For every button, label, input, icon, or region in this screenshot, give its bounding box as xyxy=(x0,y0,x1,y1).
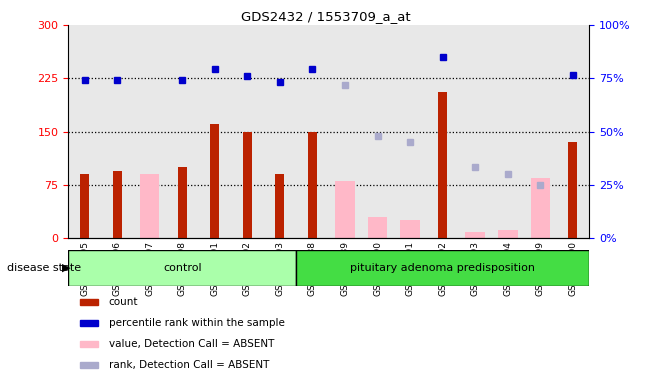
Bar xyxy=(308,131,317,238)
Bar xyxy=(400,220,420,238)
Text: value, Detection Call = ABSENT: value, Detection Call = ABSENT xyxy=(109,339,274,349)
Text: count: count xyxy=(109,297,138,307)
Bar xyxy=(438,93,447,238)
Text: percentile rank within the sample: percentile rank within the sample xyxy=(109,318,284,328)
Bar xyxy=(80,362,98,368)
Bar xyxy=(80,341,98,347)
Bar xyxy=(243,131,252,238)
Text: GDS2432 / 1553709_a_at: GDS2432 / 1553709_a_at xyxy=(241,10,410,23)
Bar xyxy=(568,142,577,238)
Text: ▶: ▶ xyxy=(62,263,70,273)
Bar xyxy=(178,167,187,238)
Bar xyxy=(335,181,355,238)
Bar xyxy=(113,170,122,238)
Bar xyxy=(498,230,518,238)
Text: pituitary adenoma predisposition: pituitary adenoma predisposition xyxy=(350,263,535,273)
FancyBboxPatch shape xyxy=(296,250,589,286)
Text: rank, Detection Call = ABSENT: rank, Detection Call = ABSENT xyxy=(109,360,269,370)
Bar xyxy=(80,174,89,238)
Bar xyxy=(80,320,98,326)
Bar xyxy=(80,299,98,305)
Bar xyxy=(531,178,550,238)
FancyBboxPatch shape xyxy=(68,250,296,286)
Bar xyxy=(210,124,219,238)
Bar xyxy=(368,217,387,238)
Bar xyxy=(465,232,485,238)
Bar xyxy=(140,174,159,238)
Text: control: control xyxy=(163,263,202,273)
Text: disease state: disease state xyxy=(7,263,81,273)
Bar xyxy=(275,174,284,238)
